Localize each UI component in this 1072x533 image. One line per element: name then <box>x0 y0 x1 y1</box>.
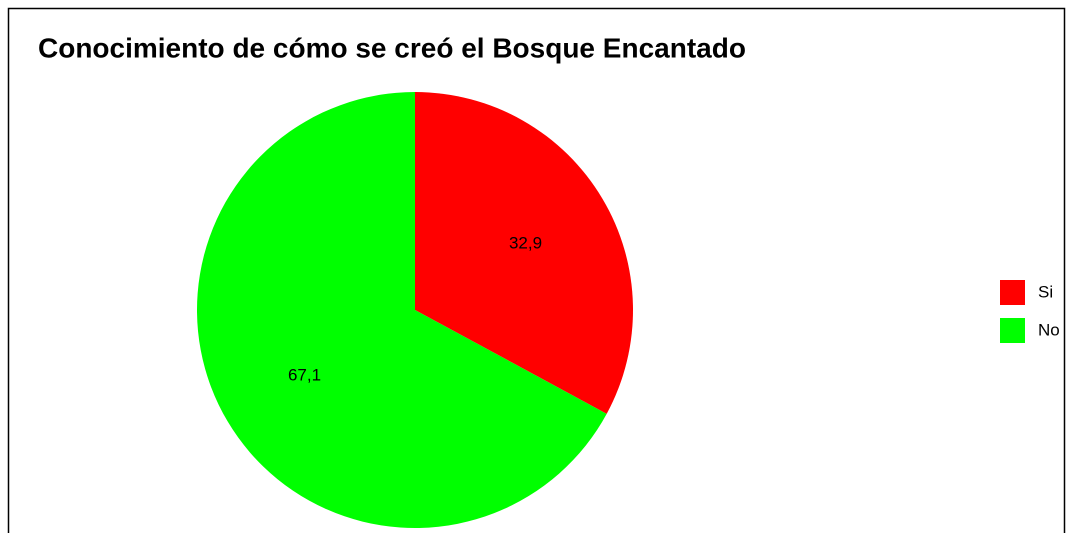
legend-swatch <box>1000 280 1025 305</box>
chart-title: Conocimiento de cómo se creó el Bosque E… <box>38 32 746 63</box>
legend: Si No <box>1000 280 1060 343</box>
pie: 32,9 67,1 <box>196 92 634 528</box>
legend-label: Si <box>1038 282 1053 301</box>
legend-swatch <box>1000 318 1025 343</box>
data-label: 67,1 <box>288 365 321 384</box>
pie-slice <box>415 92 634 414</box>
frame <box>7 7 1066 533</box>
legend-label: No <box>1038 320 1060 339</box>
pie-slice <box>196 92 607 528</box>
data-label: 32,9 <box>509 234 542 253</box>
